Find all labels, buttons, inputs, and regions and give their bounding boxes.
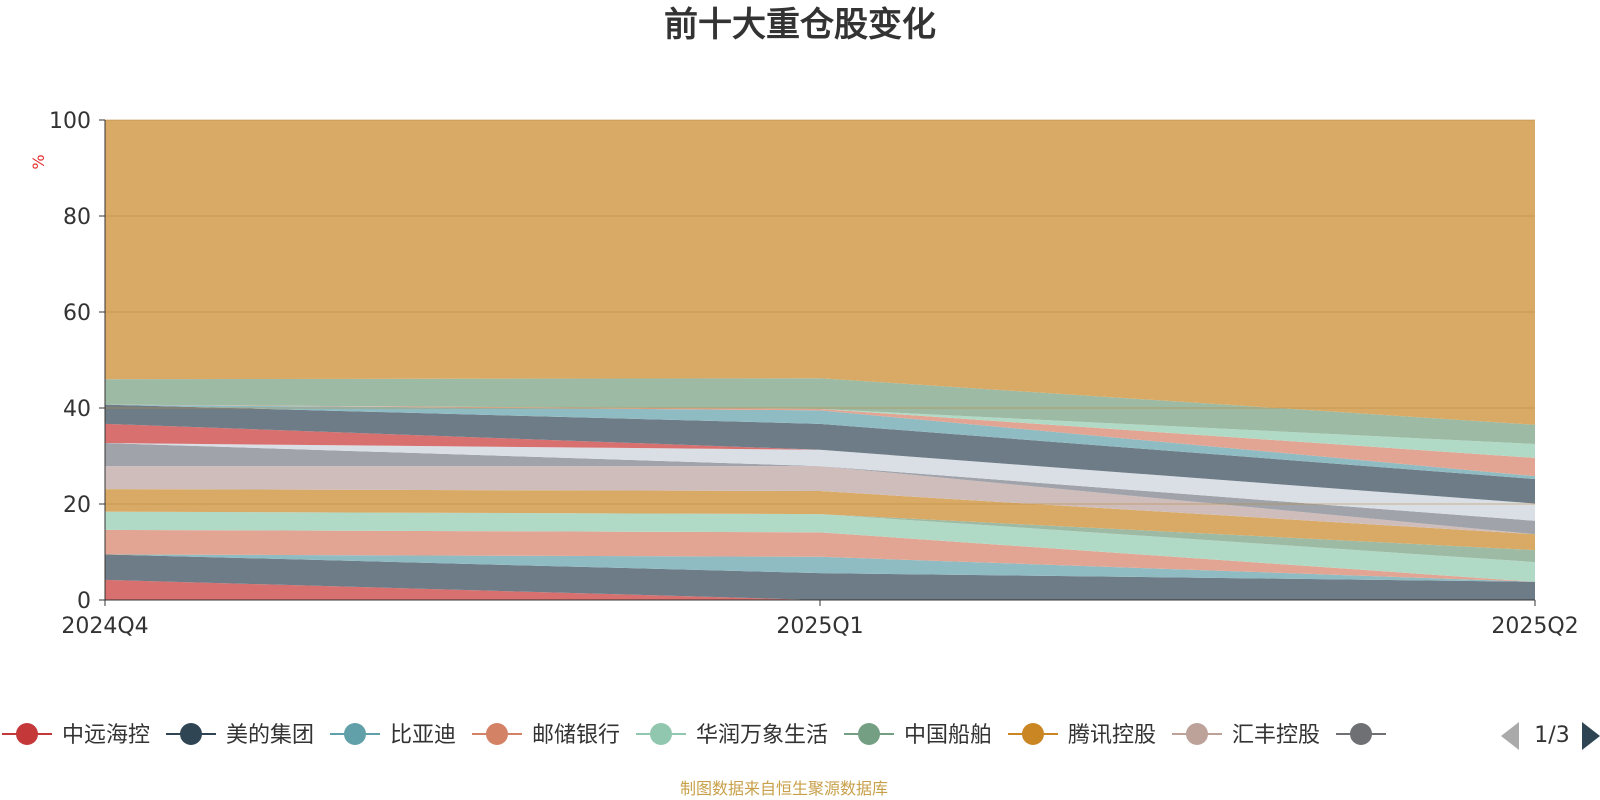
legend-circle-marker xyxy=(1350,723,1372,745)
legend-circle-marker xyxy=(16,723,38,745)
data-source-note: 制图数据来自恒生聚源数据库 xyxy=(680,779,888,798)
legend-item-1[interactable]: 美的集团 xyxy=(166,723,314,748)
area-series-12 xyxy=(105,404,1535,480)
area-series-group xyxy=(105,120,1535,600)
legend-label: 邮储银行 xyxy=(532,723,620,748)
legend-item-7[interactable]: 汇丰控股 xyxy=(1172,723,1320,748)
y-tick-label: 80 xyxy=(63,205,91,230)
y-axis-unit-label: % xyxy=(29,154,48,169)
legend-label: 华润万象生活 xyxy=(696,723,828,748)
legend-label: 美的集团 xyxy=(226,723,314,748)
legend-prev-page-icon[interactable] xyxy=(1501,722,1519,750)
area-series-5 xyxy=(105,511,1535,563)
legend-label: 中远海控 xyxy=(62,723,150,748)
legend-item-6[interactable]: 腾讯控股 xyxy=(1008,723,1156,748)
legend-item-2[interactable]: 比亚迪 xyxy=(330,723,456,748)
area-series-9 xyxy=(105,443,1535,521)
y-tick-label: 60 xyxy=(63,301,91,326)
y-tick-label: 0 xyxy=(77,589,91,614)
legend-circle-marker xyxy=(344,723,366,745)
legend-label: 中国船舶 xyxy=(904,723,992,748)
legend-next-page-icon[interactable] xyxy=(1582,722,1600,750)
chart-title: 前十大重仓股变化 xyxy=(664,5,936,45)
y-tick-label: 20 xyxy=(63,493,91,518)
area-series-15 xyxy=(105,378,1535,444)
y-tick-label: 100 xyxy=(49,109,91,134)
legend-circle-marker xyxy=(1186,723,1208,745)
area-series-14 xyxy=(105,404,1535,458)
legend-pagination: 1/3 xyxy=(1501,722,1600,750)
axes: 0 20 40 60 80 100 2024Q4 2025Q1 2025Q2 xyxy=(49,109,1579,639)
legend-label: 汇丰控股 xyxy=(1232,723,1320,748)
legend-item-3[interactable]: 邮储银行 xyxy=(472,723,620,748)
area-series-16 xyxy=(105,120,1535,425)
area-series-11 xyxy=(105,404,1535,504)
area-series-3 xyxy=(105,529,1535,582)
area-series-1 xyxy=(105,554,1535,600)
area-series-4 xyxy=(105,511,1535,582)
legend-page-indicator: 1/3 xyxy=(1534,723,1569,748)
x-tick-label: 2025Q2 xyxy=(1491,614,1578,639)
legend-circle-marker xyxy=(180,723,202,745)
legend-circle-marker xyxy=(1022,723,1044,745)
area-series-0 xyxy=(105,579,1535,600)
x-tick-label: 2025Q1 xyxy=(776,614,863,639)
legend-circle-marker xyxy=(486,723,508,745)
legend-item-5[interactable]: 中国船舶 xyxy=(844,723,992,748)
area-series-2 xyxy=(105,554,1535,582)
legend-item-0[interactable]: 中远海控 xyxy=(2,723,150,748)
area-series-8 xyxy=(105,443,1535,535)
x-tick-label: 2024Q4 xyxy=(61,614,148,639)
area-series-10 xyxy=(105,423,1535,504)
legend-item-4[interactable]: 华润万象生活 xyxy=(636,723,828,748)
legend-circle-marker xyxy=(650,723,672,745)
grid-lines xyxy=(105,119,1535,505)
legend-label: 比亚迪 xyxy=(390,723,456,748)
area-series-7 xyxy=(105,466,1535,535)
legend-item-8[interactable] xyxy=(1336,723,1386,745)
legend-circle-marker xyxy=(858,723,880,745)
y-tick-label: 40 xyxy=(63,397,91,422)
legend-label: 腾讯控股 xyxy=(1068,723,1156,748)
area-series-13 xyxy=(105,404,1535,477)
legend: 中远海控 美的集团 比亚迪 邮储银行 华润万象生活 中国船舶 腾讯控股 汇丰控股 1/3 xyxy=(2,722,1600,750)
